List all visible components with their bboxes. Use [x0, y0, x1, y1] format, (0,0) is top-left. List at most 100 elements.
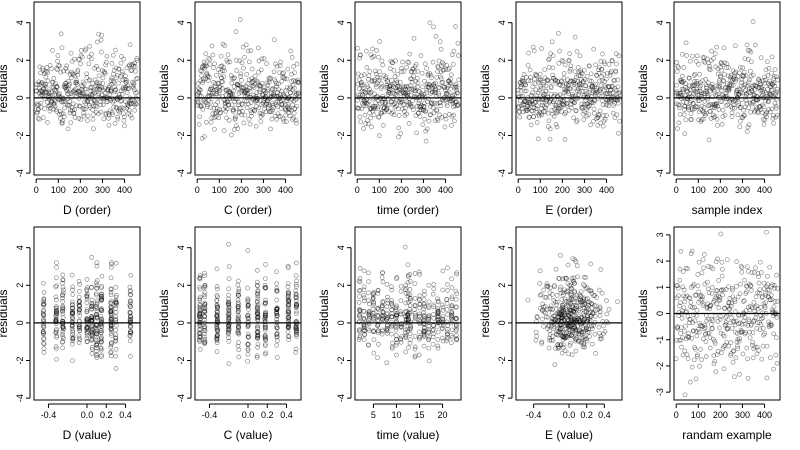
- data-point: [225, 59, 231, 65]
- data-point: [134, 96, 140, 102]
- data-point: [237, 58, 243, 64]
- data-point: [422, 94, 428, 100]
- data-point: [241, 90, 247, 96]
- data-point: [75, 69, 80, 75]
- data-point: [97, 86, 102, 92]
- y-tick-label: 1: [655, 285, 665, 290]
- data-point: [401, 86, 407, 92]
- data-point: [716, 78, 722, 83]
- data-point: [523, 108, 529, 114]
- data-point: [240, 85, 246, 91]
- data-point: [695, 98, 701, 104]
- data-point: [365, 84, 371, 90]
- data-point: [412, 295, 418, 301]
- data-point: [519, 106, 525, 111]
- data-point: [534, 109, 540, 115]
- data-point: [720, 107, 726, 113]
- data-point: [69, 105, 75, 110]
- data-point: [223, 92, 229, 98]
- data-point: [213, 102, 218, 108]
- data-point: [691, 91, 697, 97]
- data-point: [386, 90, 391, 95]
- data-point: [77, 57, 82, 62]
- data-point: [366, 76, 371, 82]
- data-point: [214, 349, 220, 354]
- data-point: [90, 81, 96, 87]
- data-point: [437, 39, 443, 44]
- data-point: [688, 251, 694, 256]
- x-tick-label: 0.2: [100, 410, 113, 420]
- data-point: [236, 278, 241, 284]
- data-point: [522, 82, 528, 88]
- data-point: [275, 90, 280, 95]
- x-axis-label: D (value): [63, 428, 112, 442]
- data-point: [237, 110, 242, 116]
- data-point: [604, 91, 610, 97]
- data-point: [217, 88, 222, 94]
- data-point: [453, 85, 459, 90]
- data-point: [427, 70, 432, 76]
- data-point: [412, 307, 417, 312]
- data-point: [429, 83, 435, 89]
- data-point: [566, 91, 571, 97]
- data-point: [79, 86, 85, 92]
- data-point: [544, 98, 550, 104]
- data-point: [719, 99, 725, 105]
- data-point: [205, 74, 211, 80]
- data-point: [47, 103, 52, 109]
- data-point: [719, 67, 725, 73]
- data-point: [759, 85, 764, 90]
- data-point: [761, 122, 767, 127]
- data-point: [601, 118, 607, 124]
- data-point: [584, 91, 590, 97]
- data-point: [274, 81, 279, 87]
- data-point: [738, 89, 744, 95]
- data-point: [238, 85, 244, 90]
- data-point: [293, 78, 298, 84]
- data-point: [275, 111, 281, 117]
- data-point: [124, 106, 130, 111]
- data-point: [431, 24, 436, 30]
- x-tick-label: 0: [34, 185, 39, 195]
- data-point: [562, 111, 568, 117]
- data-point: [556, 103, 562, 109]
- data-point: [410, 107, 416, 113]
- data-point: [90, 107, 95, 112]
- data-point: [94, 64, 99, 69]
- y-tick-label: -4: [497, 169, 507, 177]
- data-point: [542, 104, 547, 109]
- data-point: [94, 339, 99, 345]
- y-tick-label: 2: [336, 58, 346, 63]
- data-point: [357, 114, 363, 120]
- data-point: [257, 110, 263, 116]
- data-point: [68, 107, 73, 113]
- data-point: [68, 90, 74, 96]
- data-point: [582, 88, 588, 94]
- data-point: [428, 72, 434, 78]
- data-point: [119, 91, 125, 97]
- data-point: [357, 55, 362, 61]
- data-point: [455, 102, 461, 107]
- data-point: [521, 72, 527, 77]
- data-point: [403, 90, 409, 96]
- x-tick-label: 0: [355, 185, 360, 195]
- data-point: [417, 98, 423, 104]
- data-point: [530, 90, 535, 95]
- data-point: [559, 78, 565, 84]
- data-point: [680, 89, 686, 95]
- data-point: [734, 87, 740, 93]
- x-tick-label: 300: [256, 185, 271, 195]
- data-point: [210, 65, 216, 71]
- data-point: [248, 94, 253, 100]
- data-point: [531, 114, 536, 119]
- data-point: [71, 111, 77, 117]
- data-point: [737, 64, 743, 70]
- data-point: [539, 100, 545, 105]
- data-point: [691, 357, 697, 363]
- data-point: [769, 70, 774, 76]
- data-point: [439, 114, 445, 120]
- data-point: [561, 102, 566, 108]
- data-point: [265, 82, 271, 88]
- data-point: [545, 94, 550, 100]
- data-point: [432, 118, 438, 123]
